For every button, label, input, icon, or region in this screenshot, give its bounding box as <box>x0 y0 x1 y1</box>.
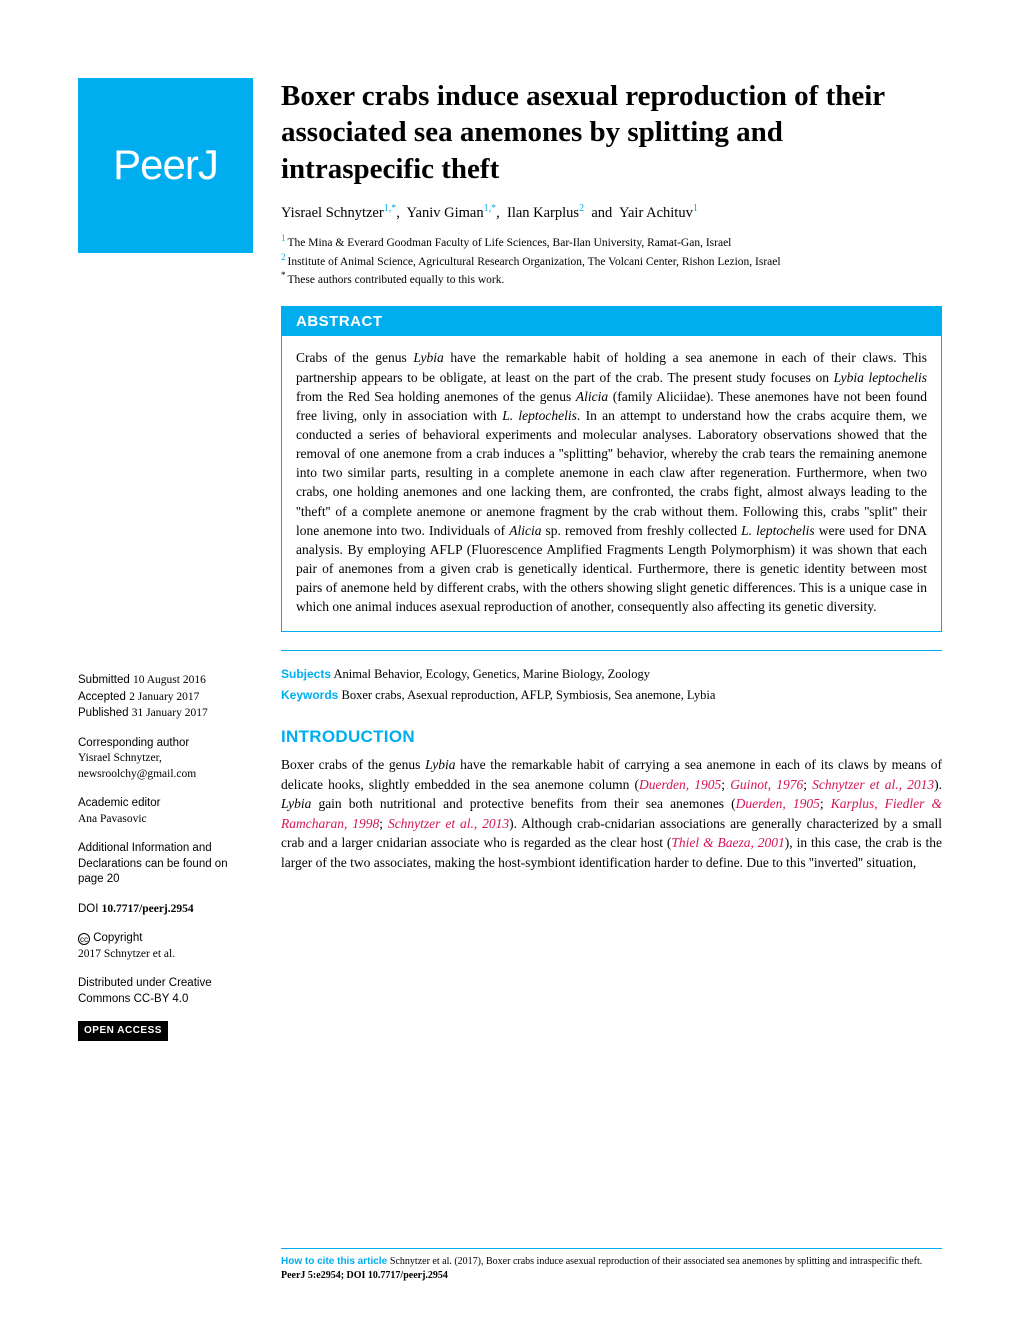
author-list: Yisrael Schnytzer1,*, Yaniv Giman1,*, Il… <box>281 203 942 222</box>
logo-text: PeerJ <box>113 137 218 194</box>
keywords-label: Keywords <box>281 688 338 702</box>
abstract-header: ABSTRACT <box>282 307 941 336</box>
abs-i: Lybia <box>413 350 443 365</box>
author-1: Yisrael Schnytzer <box>281 205 384 221</box>
main-content: Boxer crabs induce asexual reproduction … <box>281 78 942 1041</box>
license-text: Distributed under Creative Commons CC-BY… <box>78 976 253 1007</box>
author-2-affil: 1,* <box>484 203 497 214</box>
author-3-affil: 2 <box>579 203 584 214</box>
intro-i: Lybia <box>425 757 455 772</box>
additional-info: Additional Information and Declarations … <box>78 841 253 888</box>
corresponding-name: Yisrael Schnytzer, <box>78 751 253 767</box>
author-4-affil: 1 <box>693 203 698 214</box>
abs-t: Crabs of the genus <box>296 350 413 365</box>
keywords-text: Boxer crabs, Asexual reproduction, AFLP,… <box>338 688 715 702</box>
ref-link[interactable]: Thiel & Baeza, 2001 <box>671 835 784 850</box>
published-label: Published <box>78 707 132 719</box>
cite-doi: PeerJ 5:e2954; DOI 10.7717/peerj.2954 <box>281 1270 448 1281</box>
accepted-label: Accepted <box>78 691 129 703</box>
dates-block: Submitted 10 August 2016 Accepted 2 Janu… <box>78 673 253 722</box>
abs-i: L. leptochelis <box>741 523 814 538</box>
doi-block: DOI 10.7717/peerj.2954 <box>78 902 253 918</box>
intro-t: gain both nutritional and protective ben… <box>311 796 735 811</box>
copyright-holder: 2017 Schnytzer et al. <box>78 947 253 963</box>
affiliations: 1The Mina & Everard Goodman Faculty of L… <box>281 232 942 289</box>
copyright-label: Copyright <box>93 932 142 944</box>
abstract-body: Crabs of the genus Lybia have the remark… <box>282 336 941 630</box>
submitted-date: 10 August 2016 <box>133 674 206 686</box>
affil-text-1: The Mina & Everard Goodman Faculty of Li… <box>288 236 732 248</box>
affil-num-1: 1 <box>281 233 286 243</box>
subjects-line: Subjects Animal Behavior, Ecology, Genet… <box>281 665 942 684</box>
abs-t: sp. removed from freshly collected <box>541 523 741 538</box>
author-1-affil: 1,* <box>384 203 397 214</box>
cite-label: How to cite this article <box>281 1256 390 1267</box>
open-access-badge: OPEN ACCESS <box>78 1021 168 1041</box>
article-title: Boxer crabs induce asexual reproduction … <box>281 78 942 187</box>
intro-t: ; <box>803 777 812 792</box>
cite-text: Schnytzer et al. (2017), Boxer crabs ind… <box>390 1256 922 1267</box>
corresponding-label: Corresponding author <box>78 736 253 752</box>
keywords-line: Keywords Boxer crabs, Asexual reproducti… <box>281 686 942 705</box>
abs-i: Lybia leptochelis <box>834 370 927 385</box>
submitted-label: Submitted <box>78 674 133 686</box>
abs-i: L. leptochelis <box>502 408 577 423</box>
intro-t: ; <box>721 777 730 792</box>
intro-t: Boxer crabs of the genus <box>281 757 425 772</box>
ref-link[interactable]: Guinot, 1976 <box>730 777 803 792</box>
intro-t: ; <box>820 796 831 811</box>
ref-link[interactable]: Schnytzer et al., 2013 <box>812 777 934 792</box>
doi-value: 10.7717/peerj.2954 <box>102 903 194 915</box>
cc-icon: cc <box>78 933 90 945</box>
editor-name: Ana Pavasovic <box>78 812 253 828</box>
abs-t: from the Red Sea holding anemones of the… <box>296 389 576 404</box>
corresponding-block: Corresponding author Yisrael Schnytzer, … <box>78 736 253 783</box>
abs-i: Alicia <box>576 389 608 404</box>
sidebar: PeerJ Submitted 10 August 2016 Accepted … <box>78 78 253 1041</box>
peerj-logo: PeerJ <box>78 78 253 253</box>
abs-i: Alicia <box>509 523 541 538</box>
affil-equal-contrib: These authors contributed equally to thi… <box>288 274 505 286</box>
author-4: Yair Achituv <box>619 205 693 221</box>
affil-star: * <box>281 270 286 280</box>
ref-link[interactable]: Schnytzer et al., 2013 <box>388 816 509 831</box>
introduction-para: Boxer crabs of the genus Lybia have the … <box>281 755 942 872</box>
author-3: Ilan Karplus <box>507 205 579 221</box>
abstract-box: ABSTRACT Crabs of the genus Lybia have t… <box>281 306 942 631</box>
published-date: 31 January 2017 <box>132 707 208 719</box>
editor-label: Academic editor <box>78 796 253 812</box>
author-2: Yaniv Giman <box>407 205 484 221</box>
corresponding-email: newsroolchy@gmail.com <box>78 767 253 783</box>
copyright-block: cc Copyright 2017 Schnytzer et al. <box>78 931 253 962</box>
abs-t: . In an attempt to understand how the cr… <box>296 408 927 538</box>
affil-num-2: 2 <box>281 252 286 262</box>
ref-link[interactable]: Duerden, 1905 <box>639 777 721 792</box>
intro-t: ; <box>379 816 388 831</box>
introduction-header: INTRODUCTION <box>281 727 942 747</box>
intro-i: Lybia <box>281 796 311 811</box>
affil-text-2: Institute of Animal Science, Agricultura… <box>288 255 781 267</box>
doi-label: DOI <box>78 903 102 915</box>
divider <box>281 650 942 651</box>
editor-block: Academic editor Ana Pavasovic <box>78 796 253 827</box>
subjects-label: Subjects <box>281 667 331 681</box>
accepted-date: 2 January 2017 <box>129 691 199 703</box>
intro-t: ). <box>934 777 942 792</box>
subjects-text: Animal Behavior, Ecology, Genetics, Mari… <box>331 667 650 681</box>
ref-link[interactable]: Duerden, 1905 <box>736 796 820 811</box>
citation-footer: How to cite this article Schnytzer et al… <box>281 1248 942 1282</box>
